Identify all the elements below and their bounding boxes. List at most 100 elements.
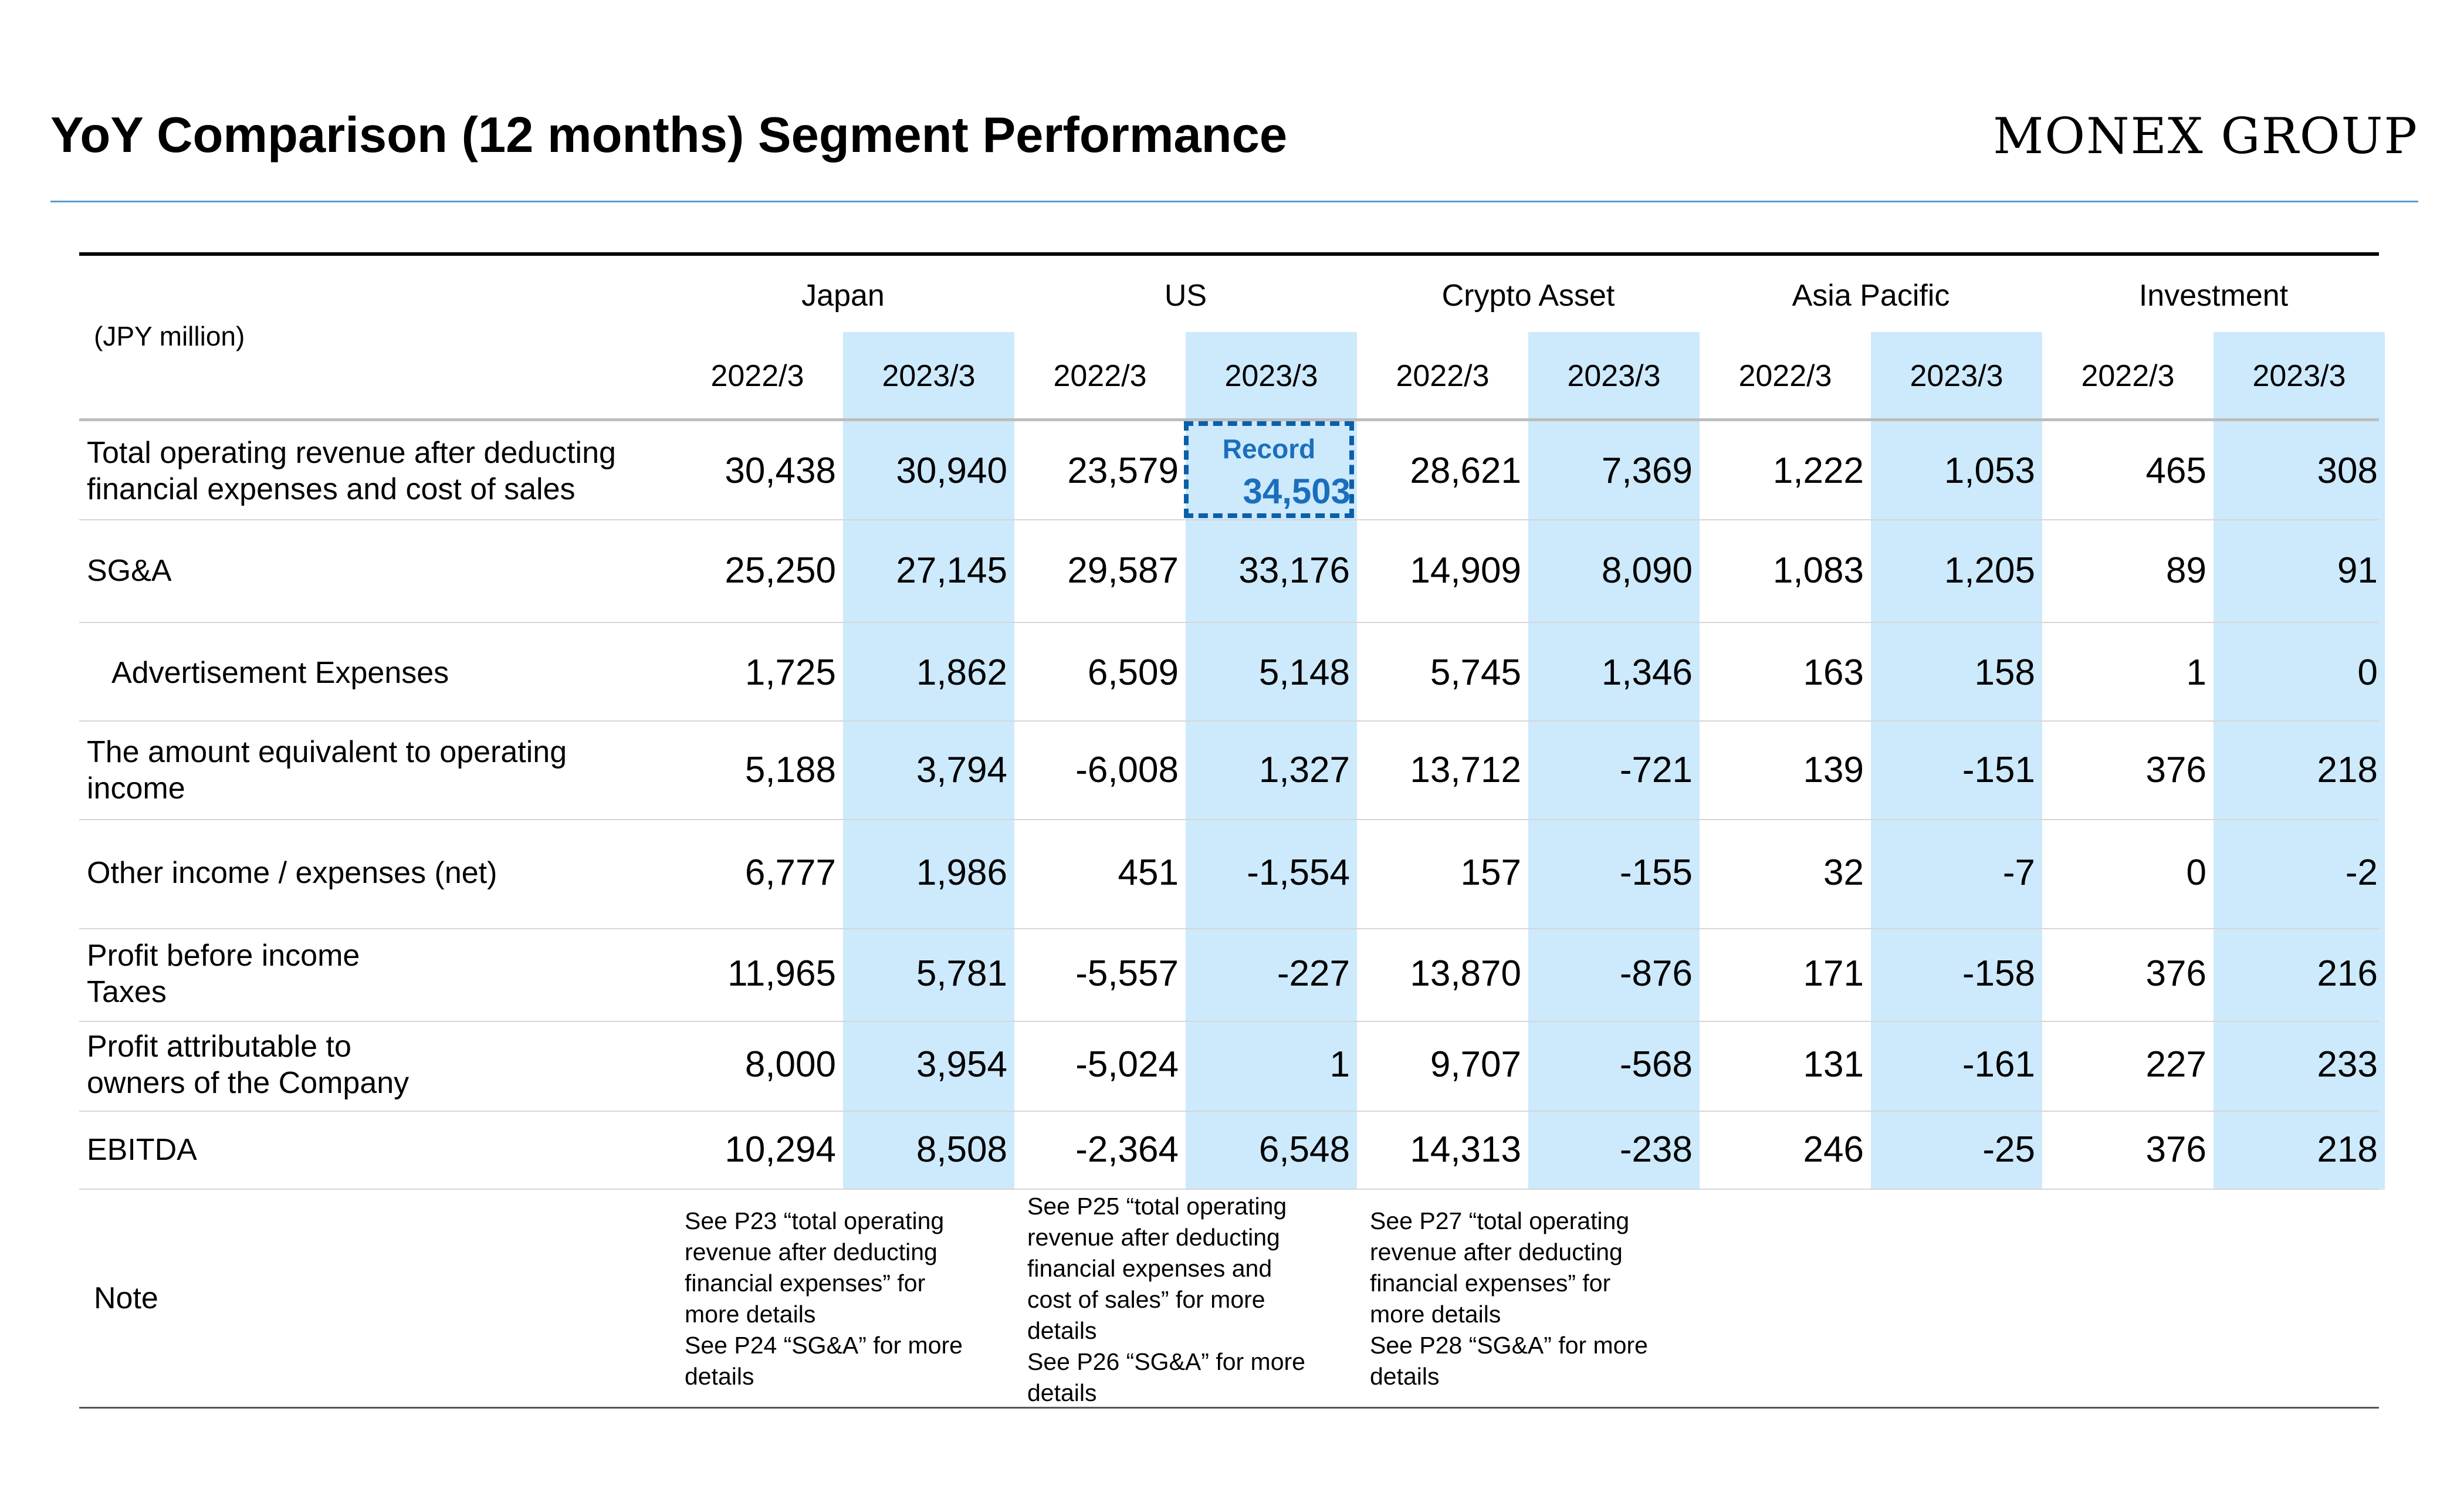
value-cell: 28,621 bbox=[1410, 451, 1521, 491]
value-cell: 139 bbox=[1803, 750, 1864, 790]
value-cell: 5,188 bbox=[744, 750, 836, 790]
value-cell: 14,313 bbox=[1410, 1129, 1521, 1170]
value-cell: 246 bbox=[1803, 1129, 1864, 1170]
company-logo: MONEX GROUP bbox=[1993, 107, 2418, 165]
value-cell: 8,508 bbox=[916, 1129, 1007, 1170]
highlight-column bbox=[1871, 332, 2042, 1190]
value-cell: 5,148 bbox=[1258, 652, 1350, 693]
value-cell: 91 bbox=[2337, 550, 2378, 591]
value-cell: 33,176 bbox=[1238, 550, 1350, 591]
value-cell: 1,862 bbox=[916, 652, 1007, 693]
value-cell: 1,327 bbox=[1258, 750, 1350, 790]
value-cell: -5,024 bbox=[1075, 1044, 1179, 1085]
value-cell: 30,438 bbox=[725, 451, 836, 491]
value-cell: -721 bbox=[1619, 750, 1693, 790]
value-cell: 0 bbox=[2186, 852, 2206, 893]
value-cell: 5,745 bbox=[1430, 652, 1521, 693]
year-header: 2022/3 bbox=[710, 359, 804, 393]
record-highlight-box bbox=[1184, 421, 1354, 518]
value-cell: 6,509 bbox=[1087, 652, 1179, 693]
value-cell: 9,707 bbox=[1430, 1044, 1521, 1085]
row-label: The amount equivalent to operating incom… bbox=[87, 735, 567, 805]
year-header: 2022/3 bbox=[2081, 359, 2175, 393]
value-cell: 451 bbox=[1118, 852, 1179, 893]
row-label: Profit attributable to owners of the Com… bbox=[87, 1030, 409, 1100]
value-cell: 29,587 bbox=[1067, 550, 1179, 591]
value-cell: 8,000 bbox=[744, 1044, 836, 1085]
note-top-rule bbox=[79, 1189, 2379, 1190]
note-text: See P25 “total operating revenue after d… bbox=[1027, 1193, 1305, 1406]
row-label: Advertisement Expenses bbox=[111, 656, 449, 690]
value-cell: 1,222 bbox=[1772, 451, 1864, 491]
value-cell: -161 bbox=[1962, 1044, 2035, 1085]
row-label: Total operating revenue after deducting … bbox=[87, 436, 616, 506]
unit-label: (JPY million) bbox=[94, 321, 245, 351]
highlight-column bbox=[1186, 332, 1357, 1190]
highlight-column bbox=[843, 332, 1014, 1190]
value-cell: -2,364 bbox=[1075, 1129, 1179, 1170]
year-header: 2023/3 bbox=[2252, 359, 2346, 393]
value-cell: 376 bbox=[2145, 750, 2206, 790]
row-divider bbox=[79, 720, 2379, 722]
value-cell: 13,712 bbox=[1410, 750, 1521, 790]
row-divider bbox=[79, 622, 2379, 623]
value-cell: -227 bbox=[1277, 953, 1350, 994]
value-cell: -25 bbox=[1982, 1129, 2035, 1170]
value-cell: 7,369 bbox=[1601, 451, 1693, 491]
segment-header: Asia Pacific bbox=[1792, 279, 1950, 313]
table-top-rule bbox=[79, 252, 2379, 256]
value-cell: -876 bbox=[1619, 953, 1693, 994]
year-header: 2022/3 bbox=[1053, 359, 1147, 393]
value-cell: 465 bbox=[2145, 451, 2206, 491]
value-cell: -238 bbox=[1619, 1129, 1693, 1170]
year-header: 2023/3 bbox=[882, 359, 976, 393]
value-cell: 216 bbox=[2317, 953, 2378, 994]
segment-header: Investment bbox=[2138, 279, 2289, 313]
year-header: 2023/3 bbox=[1910, 359, 2003, 393]
highlight-column bbox=[1528, 332, 1700, 1190]
value-cell: 13,870 bbox=[1410, 953, 1521, 994]
value-cell: 11,965 bbox=[727, 953, 836, 994]
table-bottom-rule bbox=[79, 1407, 2379, 1409]
value-cell: 5,781 bbox=[916, 953, 1007, 994]
year-header: 2023/3 bbox=[1224, 359, 1318, 393]
value-cell: 163 bbox=[1803, 652, 1864, 693]
value-cell: 227 bbox=[2145, 1044, 2206, 1085]
row-divider bbox=[79, 1021, 2379, 1022]
value-cell: 3,954 bbox=[916, 1044, 1007, 1085]
value-cell: -155 bbox=[1619, 852, 1693, 893]
value-cell: 1,346 bbox=[1601, 652, 1693, 693]
value-cell: -151 bbox=[1962, 750, 2035, 790]
value-cell: 0 bbox=[2357, 652, 2378, 693]
value-cell: 158 bbox=[1974, 652, 2035, 693]
value-cell: 10,294 bbox=[725, 1129, 836, 1170]
value-cell: 1,083 bbox=[1772, 550, 1864, 591]
value-cell: 1 bbox=[1329, 1044, 1350, 1085]
year-header: 2022/3 bbox=[1738, 359, 1832, 393]
segment-header: Crypto Asset bbox=[1441, 279, 1615, 313]
note-text: See P27 “total operating revenue after d… bbox=[1370, 1207, 1648, 1390]
value-cell: 1,205 bbox=[1944, 550, 2035, 591]
row-label: SG&A bbox=[87, 554, 172, 588]
value-cell: -2 bbox=[2345, 852, 2378, 893]
segment-header: US bbox=[1164, 279, 1207, 313]
value-cell: 1,725 bbox=[744, 652, 836, 693]
value-cell: -6,008 bbox=[1075, 750, 1179, 790]
value-cell: -5,557 bbox=[1075, 953, 1179, 994]
value-cell: 1,986 bbox=[916, 852, 1007, 893]
value-cell: -158 bbox=[1962, 953, 2035, 994]
value-cell: 1 bbox=[2186, 652, 2206, 693]
page-title: YoY Comparison (12 months) Segment Perfo… bbox=[50, 107, 1288, 163]
row-label: EBITDA bbox=[87, 1133, 197, 1167]
value-cell: 6,777 bbox=[744, 852, 836, 893]
value-cell: 376 bbox=[2145, 953, 2206, 994]
highlight-column bbox=[2213, 332, 2385, 1190]
year-header: 2022/3 bbox=[1396, 359, 1490, 393]
segment-header: Japan bbox=[801, 279, 885, 313]
title-divider bbox=[50, 201, 2418, 202]
row-divider bbox=[79, 819, 2379, 820]
row-label: Other income / expenses (net) bbox=[87, 856, 497, 890]
value-cell: 3,794 bbox=[916, 750, 1007, 790]
value-cell: -1,554 bbox=[1247, 852, 1350, 893]
value-cell: 32 bbox=[1823, 852, 1864, 893]
